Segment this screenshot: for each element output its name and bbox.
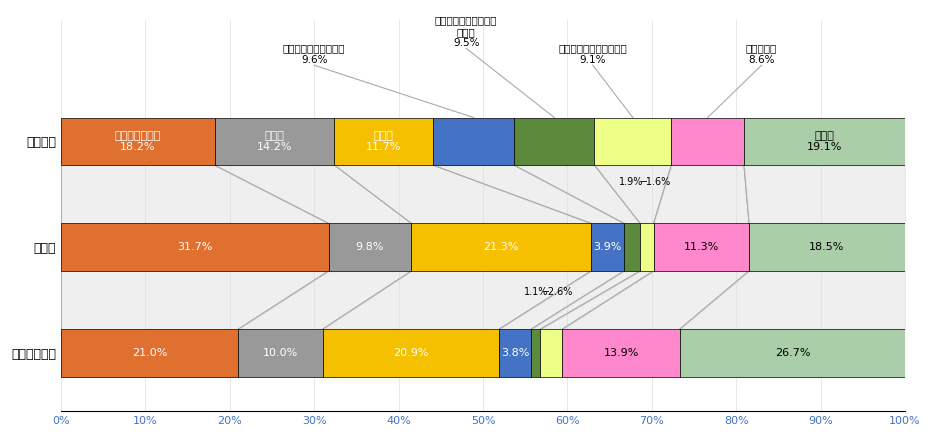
- Text: 生活関連サービス業、
娯楽業
9.5%: 生活関連サービス業、 娯楽業 9.5%: [435, 15, 498, 49]
- Bar: [61, 329, 239, 377]
- Text: 21.3%: 21.3%: [484, 242, 519, 252]
- Text: 11.3%: 11.3%: [683, 242, 719, 252]
- Bar: [239, 329, 322, 377]
- Text: 医療、福祉
8.6%: 医療、福祉 8.6%: [746, 44, 777, 65]
- Bar: [640, 223, 653, 271]
- Bar: [653, 223, 749, 271]
- Bar: [591, 223, 624, 271]
- Bar: [411, 223, 591, 271]
- Bar: [671, 118, 744, 165]
- Text: 21.0%: 21.0%: [132, 348, 167, 358]
- Text: 26.7%: 26.7%: [774, 348, 810, 358]
- Bar: [322, 329, 499, 377]
- Bar: [61, 223, 329, 271]
- Bar: [541, 329, 562, 377]
- Text: 31.7%: 31.7%: [177, 242, 212, 252]
- Text: 20.9%: 20.9%: [393, 348, 429, 358]
- Bar: [744, 118, 905, 165]
- Text: 10.0%: 10.0%: [263, 348, 298, 358]
- Bar: [329, 223, 411, 271]
- Bar: [679, 329, 905, 377]
- Bar: [433, 118, 514, 165]
- Text: その他
19.1%: その他 19.1%: [807, 131, 843, 152]
- Text: 3.8%: 3.8%: [500, 348, 529, 358]
- Bar: [531, 329, 541, 377]
- Bar: [624, 223, 640, 271]
- Bar: [61, 118, 214, 165]
- Bar: [514, 118, 595, 165]
- Text: 9.8%: 9.8%: [356, 242, 384, 252]
- Bar: [595, 118, 671, 165]
- Bar: [214, 118, 335, 165]
- Text: ─1.6%: ─1.6%: [640, 177, 670, 187]
- Text: 不動産業、物品賃貸業
9.6%: 不動産業、物品賃貸業 9.6%: [283, 44, 346, 65]
- Bar: [499, 329, 531, 377]
- Text: 建設業
14.2%: 建設業 14.2%: [257, 131, 293, 152]
- Text: 1.1%: 1.1%: [524, 287, 548, 297]
- Text: 3.9%: 3.9%: [594, 242, 622, 252]
- Text: 1.9%: 1.9%: [620, 177, 644, 187]
- Bar: [335, 118, 433, 165]
- Text: 13.9%: 13.9%: [603, 348, 638, 358]
- Text: 卸売業、小売業
18.2%: 卸売業、小売業 18.2%: [115, 131, 161, 152]
- Bar: [749, 223, 905, 271]
- Text: 18.5%: 18.5%: [809, 242, 844, 252]
- Bar: [562, 329, 679, 377]
- Text: ─2.6%: ─2.6%: [542, 287, 572, 297]
- Text: 製造業
11.7%: 製造業 11.7%: [366, 131, 402, 152]
- Text: 宿泊業、飲食サービス業
9.1%: 宿泊業、飲食サービス業 9.1%: [558, 44, 627, 65]
